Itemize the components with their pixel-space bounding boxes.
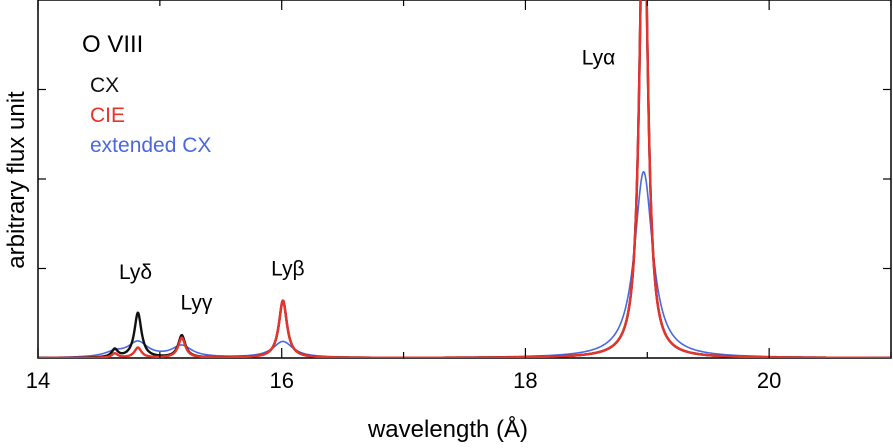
- x-tick-label: 20: [757, 368, 781, 393]
- series-line-cie: [38, 0, 891, 358]
- y-axis-title: arbitrary flux unit: [3, 91, 30, 269]
- legend-entry-cie: CIE: [90, 104, 125, 127]
- series-line-cx: [38, 0, 891, 358]
- plot-frame: [37, 0, 892, 359]
- line-annotation: Lyβ: [271, 258, 304, 281]
- ticks-layer: 14 16 18 20: [26, 0, 892, 393]
- x-tick-label: 18: [513, 368, 537, 393]
- chart-title: O VIII: [82, 31, 143, 58]
- plot-border: [37, 0, 892, 359]
- x-tick-label: 14: [26, 368, 50, 393]
- x-tick-label: 16: [269, 368, 293, 393]
- annotations-layer: Lyα Lyβ Lyγ Lyδ: [119, 46, 615, 314]
- series-layer: [38, 0, 891, 358]
- series-line-extended-cx: [38, 170, 891, 358]
- x-axis-title: wavelength (Å): [367, 415, 528, 443]
- legend-entry-cx: CX: [90, 74, 119, 97]
- line-annotation: Lyα: [582, 46, 616, 69]
- line-annotation: Lyγ: [180, 292, 212, 315]
- line-annotation: Lyδ: [119, 261, 152, 284]
- legend-entry-extended-cx: extended CX: [90, 134, 211, 157]
